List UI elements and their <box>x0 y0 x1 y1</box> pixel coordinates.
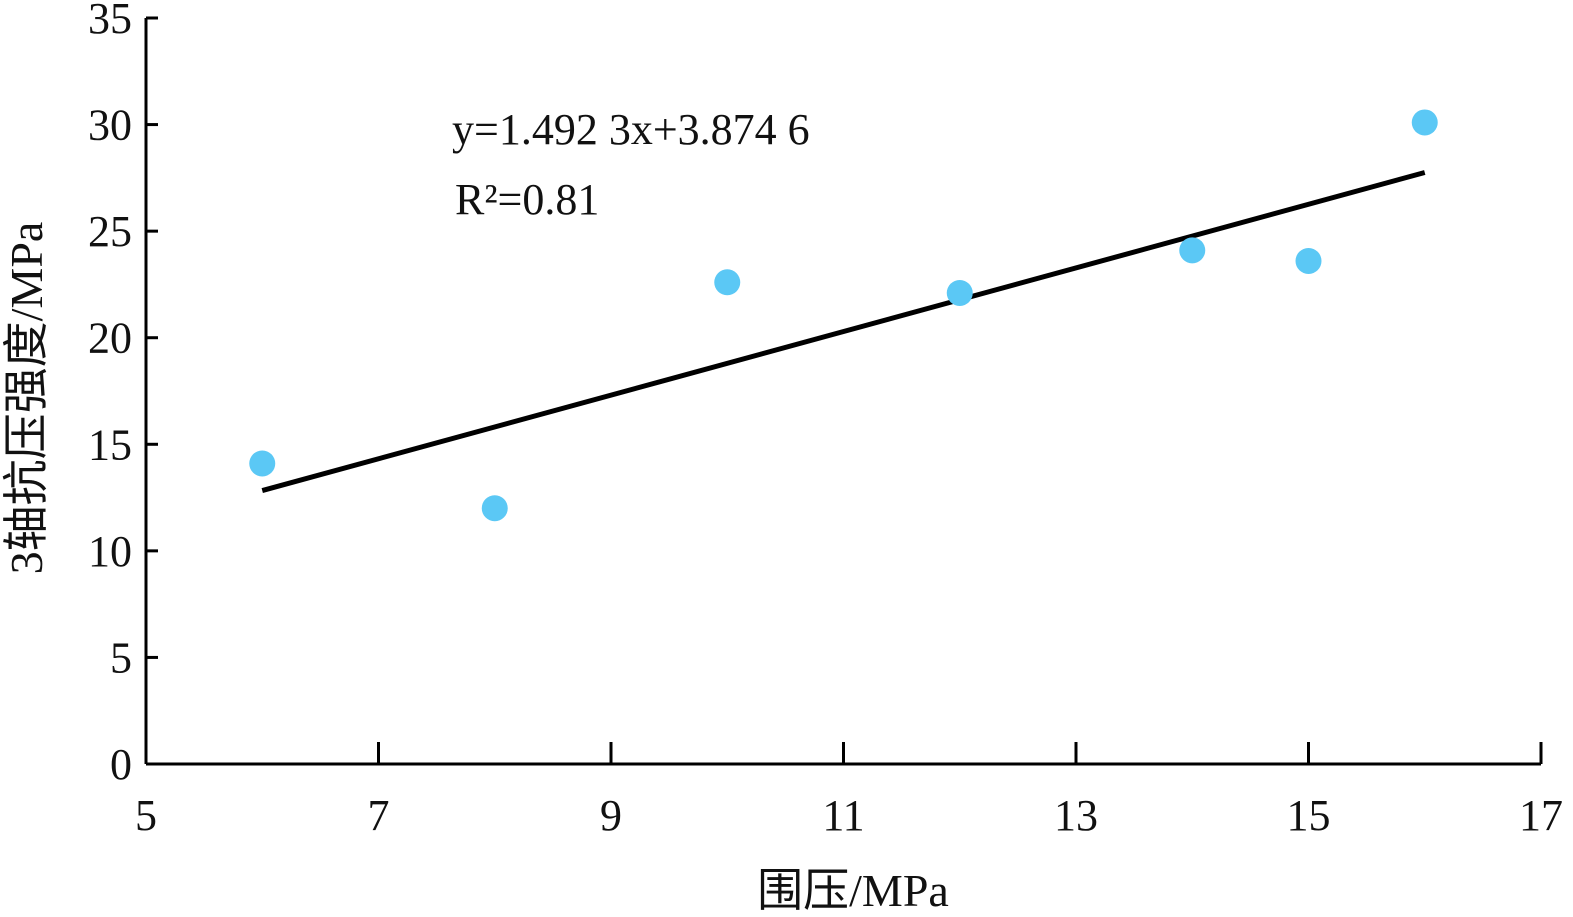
x-tick-label: 5 <box>135 791 157 840</box>
y-tick-label: 35 <box>88 0 132 43</box>
x-ticks: 5 7 9 11 13 15 17 <box>135 742 1563 840</box>
r-squared-label: R²=0.81 <box>455 175 599 224</box>
axes <box>144 18 1541 766</box>
data-points <box>249 109 1438 522</box>
y-axis-title: 3轴抗压强度/MPa <box>1 222 52 575</box>
data-point <box>946 279 973 306</box>
x-axis-title: 围压/MPa <box>757 865 949 916</box>
y-tick-label: 10 <box>88 527 132 576</box>
x-tick-label: 13 <box>1054 791 1098 840</box>
x-tick-label: 7 <box>368 791 390 840</box>
data-point <box>1411 109 1438 136</box>
x-tick-label: 15 <box>1287 791 1331 840</box>
y-tick-label: 15 <box>88 420 132 469</box>
data-point <box>249 450 276 477</box>
x-tick-label: 9 <box>600 791 622 840</box>
fit-equation: y=1.492 3x+3.874 6 <box>452 105 810 154</box>
y-ticks: 0 5 10 15 20 25 30 35 <box>88 0 158 789</box>
y-tick-label: 25 <box>88 207 132 256</box>
data-point <box>1295 247 1322 274</box>
y-tick-label: 0 <box>110 740 132 789</box>
x-tick-label: 17 <box>1519 791 1563 840</box>
fit-line <box>261 170 1426 493</box>
y-tick-label: 20 <box>88 314 132 363</box>
data-point <box>1179 237 1206 264</box>
data-point <box>714 269 741 296</box>
y-tick-label: 30 <box>88 101 132 150</box>
x-tick-label: 11 <box>822 791 864 840</box>
y-tick-label: 5 <box>110 633 132 682</box>
data-point <box>481 495 508 522</box>
